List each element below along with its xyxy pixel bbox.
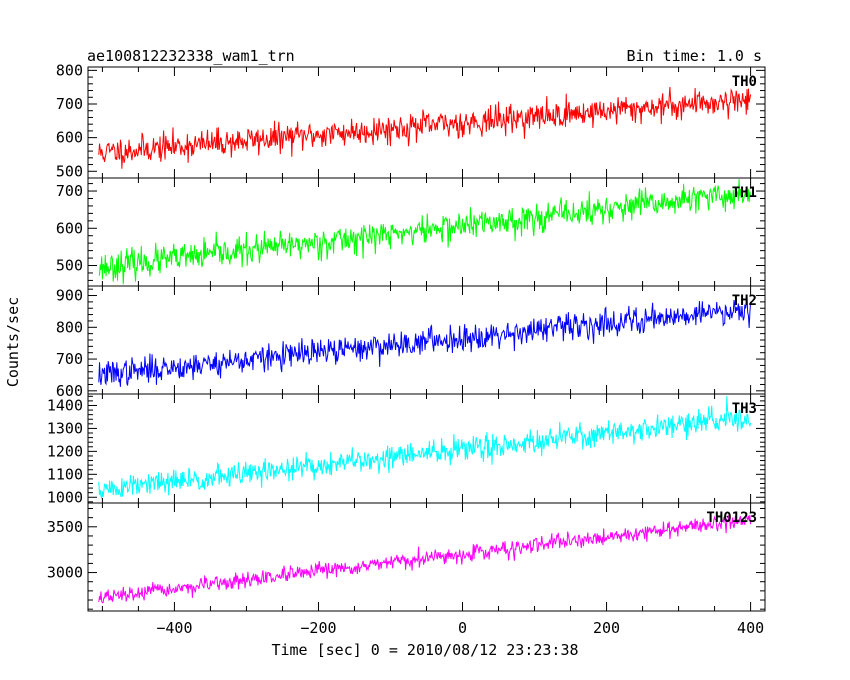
panel-label-th1: TH1 [732, 185, 757, 201]
panels-group: 500 600 700 800 TH0 500 600 700 TH1 600 700 800 900 T… [47, 61, 766, 612]
panel-label-th0: TH0 [732, 74, 757, 90]
panel-label-th2: TH2 [732, 293, 757, 309]
series-line-th1 [98, 179, 752, 285]
y-tick-label: 600 [56, 219, 83, 237]
chart-title: ae100812232338_wam1_trn [87, 47, 295, 65]
y-tick-label: 800 [56, 318, 83, 336]
series-line-th2 [98, 298, 752, 387]
series-line-th0 [98, 87, 752, 169]
y-tick-label: 700 [56, 182, 83, 200]
panel-th1: 500 600 700 TH1 [56, 177, 766, 287]
panel-th0: 500 600 700 800 TH0 [56, 61, 766, 180]
y-tick-label: 1000 [47, 488, 83, 506]
y-axis-title: Counts/sec [4, 297, 22, 387]
y-tick-label: 700 [56, 350, 83, 368]
panel-label-th0123: TH0123 [706, 510, 757, 526]
panel-frame [87, 502, 766, 612]
y-tick-label: 1300 [47, 419, 83, 437]
panel-label-th3: TH3 [732, 401, 757, 417]
y-tick-label: 500 [56, 257, 83, 275]
x-axis-tick-labels: −400 −200 0 200 400 [156, 619, 764, 637]
x-tick-label: 400 [737, 619, 764, 637]
x-tick-label: 0 [458, 619, 467, 637]
y-tick-label: 600 [56, 382, 83, 400]
x-tick-label: −400 [156, 619, 192, 637]
y-tick-label: 800 [56, 61, 83, 79]
x-axis-title: Time [sec] 0 = 2010/08/12 23:23:38 [271, 641, 578, 659]
y-tick-label: 500 [56, 162, 83, 180]
y-tick-label: 600 [56, 129, 83, 147]
y-tick-label: 3500 [47, 518, 83, 536]
y-tick-label: 1100 [47, 465, 83, 483]
x-tick-label: 200 [593, 619, 620, 637]
panel-th0123: 3000 3500 TH0123 [47, 502, 766, 612]
y-tick-label: 700 [56, 95, 83, 113]
y-tick-label: 1400 [47, 396, 83, 414]
y-tick-label: 1200 [47, 442, 83, 460]
y-tick-label: 3000 [47, 564, 83, 582]
y-tick-label: 900 [56, 287, 83, 305]
x-tick-label: −200 [300, 619, 336, 637]
panel-th3: 1000 1100 1200 1300 1400 TH3 [47, 393, 766, 506]
panel-th2: 600 700 800 900 TH2 [56, 285, 766, 400]
bin-time-label: Bin time: 1.0 s [627, 47, 762, 65]
series-line-th0123 [98, 513, 752, 604]
series-line-th3 [98, 395, 752, 500]
